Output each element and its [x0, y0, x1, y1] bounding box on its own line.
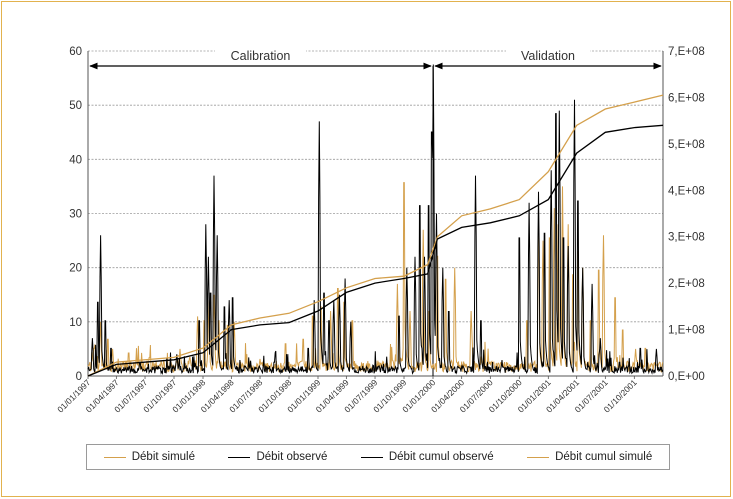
series-line-debit-cumul-simule: [87, 94, 664, 377]
legend-item: Débit simulé: [103, 451, 195, 463]
legend-item: Débit cumul observé: [360, 451, 494, 463]
y-left-tick-label: 50: [69, 100, 82, 112]
y-right-tick-label: 3,E+08: [668, 232, 705, 244]
y-right-tick-label: 0,E+00: [668, 371, 705, 383]
period-label-bg: [506, 47, 590, 63]
period-label: Calibration: [231, 49, 291, 63]
legend-item: Débit observé: [228, 451, 327, 463]
y-left-tick-label: 40: [69, 154, 82, 166]
y-right-tick-label: 4,E+08: [668, 185, 705, 197]
legend: Débit simulé Débit observé Débit cumul obs…: [86, 444, 670, 470]
y-left-tick-label: 20: [69, 263, 82, 275]
chart-svg: 0 10 20 30 40 50 60 0,E+00 1,E+08 2,E+08 3,E+08 4,E…: [55, 46, 705, 414]
legend-swatch: [103, 456, 126, 458]
period-label: Validation: [521, 49, 575, 63]
legend-label: Débit simulé: [131, 451, 195, 463]
series-line-debit-cumul-observe: [87, 124, 664, 377]
legend-swatch: [360, 456, 383, 458]
y-right-tick-label: 2,E+08: [668, 278, 705, 290]
y-right-tick-label: 6,E+08: [668, 92, 705, 104]
y-left-tick-label: 30: [69, 209, 82, 221]
period-label-bg: [214, 47, 307, 63]
legend-label: Débit observé: [256, 451, 328, 463]
legend-label: Débit cumul observé: [388, 451, 494, 463]
legend-label: Débit cumul simulé: [555, 451, 653, 463]
legend-swatch: [527, 456, 550, 458]
y-right-tick-label: 5,E+08: [668, 139, 705, 151]
y-left-tick-label: 10: [69, 317, 82, 329]
legend-swatch: [228, 456, 251, 458]
legend-item: Débit cumul simulé: [527, 451, 652, 463]
y-left-tick-label: 0: [76, 371, 82, 383]
series-line-debit-observe: [87, 64, 664, 376]
y-right-tick-label: 1,E+08: [668, 325, 705, 337]
y-right-tick-label: 7,E+08: [668, 46, 705, 58]
y-left-tick-label: 60: [69, 46, 82, 58]
